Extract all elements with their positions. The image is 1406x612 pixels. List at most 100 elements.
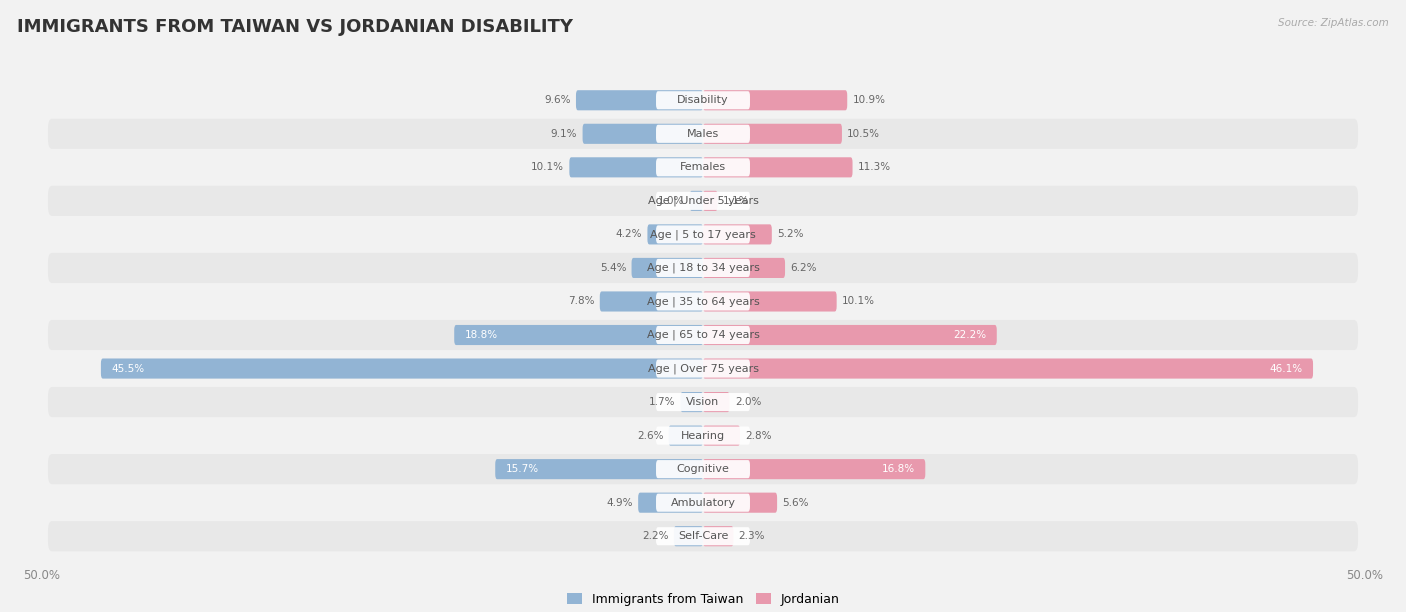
FancyBboxPatch shape: [657, 326, 749, 344]
Text: Cognitive: Cognitive: [676, 464, 730, 474]
Text: 7.8%: 7.8%: [568, 296, 595, 307]
FancyBboxPatch shape: [576, 90, 703, 110]
Legend: Immigrants from Taiwan, Jordanian: Immigrants from Taiwan, Jordanian: [561, 588, 845, 611]
Text: 11.3%: 11.3%: [858, 162, 891, 173]
FancyBboxPatch shape: [638, 493, 703, 513]
FancyBboxPatch shape: [48, 454, 1358, 484]
FancyBboxPatch shape: [48, 119, 1358, 149]
FancyBboxPatch shape: [495, 459, 703, 479]
Text: Vision: Vision: [686, 397, 720, 407]
FancyBboxPatch shape: [657, 460, 749, 478]
Text: 10.9%: 10.9%: [852, 95, 886, 105]
Text: 2.3%: 2.3%: [738, 531, 765, 541]
Text: 5.4%: 5.4%: [600, 263, 626, 273]
FancyBboxPatch shape: [703, 191, 717, 211]
FancyBboxPatch shape: [48, 354, 1358, 384]
FancyBboxPatch shape: [48, 152, 1358, 182]
FancyBboxPatch shape: [48, 186, 1358, 216]
FancyBboxPatch shape: [703, 359, 1313, 379]
FancyBboxPatch shape: [657, 91, 749, 110]
FancyBboxPatch shape: [703, 392, 730, 412]
Text: 15.7%: 15.7%: [506, 464, 538, 474]
FancyBboxPatch shape: [48, 253, 1358, 283]
FancyBboxPatch shape: [657, 159, 749, 176]
Text: 10.5%: 10.5%: [848, 129, 880, 139]
Text: 4.2%: 4.2%: [616, 230, 643, 239]
FancyBboxPatch shape: [703, 258, 785, 278]
Text: Disability: Disability: [678, 95, 728, 105]
FancyBboxPatch shape: [48, 488, 1358, 518]
FancyBboxPatch shape: [647, 225, 703, 244]
FancyBboxPatch shape: [48, 85, 1358, 115]
FancyBboxPatch shape: [703, 325, 997, 345]
FancyBboxPatch shape: [690, 191, 703, 211]
FancyBboxPatch shape: [101, 359, 703, 379]
FancyBboxPatch shape: [657, 192, 749, 210]
FancyBboxPatch shape: [657, 393, 749, 411]
Text: 16.8%: 16.8%: [882, 464, 915, 474]
FancyBboxPatch shape: [582, 124, 703, 144]
Text: Age | 5 to 17 years: Age | 5 to 17 years: [650, 229, 756, 240]
FancyBboxPatch shape: [703, 425, 740, 446]
Text: 1.0%: 1.0%: [658, 196, 685, 206]
Text: 45.5%: 45.5%: [111, 364, 145, 373]
FancyBboxPatch shape: [703, 459, 925, 479]
Text: 18.8%: 18.8%: [465, 330, 498, 340]
FancyBboxPatch shape: [600, 291, 703, 312]
FancyBboxPatch shape: [48, 387, 1358, 417]
Text: Age | 65 to 74 years: Age | 65 to 74 years: [647, 330, 759, 340]
FancyBboxPatch shape: [454, 325, 703, 345]
FancyBboxPatch shape: [48, 420, 1358, 450]
Text: Self-Care: Self-Care: [678, 531, 728, 541]
FancyBboxPatch shape: [631, 258, 703, 278]
FancyBboxPatch shape: [681, 392, 703, 412]
FancyBboxPatch shape: [673, 526, 703, 547]
FancyBboxPatch shape: [703, 90, 848, 110]
Text: Age | Under 5 years: Age | Under 5 years: [648, 196, 758, 206]
Text: 1.7%: 1.7%: [648, 397, 675, 407]
Text: 2.0%: 2.0%: [735, 397, 761, 407]
FancyBboxPatch shape: [657, 225, 749, 244]
FancyBboxPatch shape: [657, 359, 749, 378]
Text: 5.6%: 5.6%: [782, 498, 808, 508]
FancyBboxPatch shape: [703, 225, 772, 244]
FancyBboxPatch shape: [703, 526, 734, 547]
Text: Females: Females: [681, 162, 725, 173]
Text: 9.6%: 9.6%: [544, 95, 571, 105]
Text: Source: ZipAtlas.com: Source: ZipAtlas.com: [1278, 18, 1389, 28]
Text: 22.2%: 22.2%: [953, 330, 986, 340]
Text: 2.6%: 2.6%: [637, 431, 664, 441]
Text: 9.1%: 9.1%: [551, 129, 578, 139]
FancyBboxPatch shape: [703, 157, 852, 177]
Text: 5.2%: 5.2%: [778, 230, 804, 239]
Text: 10.1%: 10.1%: [531, 162, 564, 173]
Text: Hearing: Hearing: [681, 431, 725, 441]
FancyBboxPatch shape: [657, 527, 749, 545]
Text: Age | Over 75 years: Age | Over 75 years: [648, 364, 758, 374]
FancyBboxPatch shape: [48, 286, 1358, 316]
FancyBboxPatch shape: [703, 493, 778, 513]
FancyBboxPatch shape: [703, 124, 842, 144]
Text: 6.2%: 6.2%: [790, 263, 817, 273]
FancyBboxPatch shape: [48, 219, 1358, 250]
FancyBboxPatch shape: [48, 320, 1358, 350]
Text: Ambulatory: Ambulatory: [671, 498, 735, 508]
FancyBboxPatch shape: [657, 427, 749, 445]
Text: 4.9%: 4.9%: [606, 498, 633, 508]
Text: 46.1%: 46.1%: [1270, 364, 1302, 373]
FancyBboxPatch shape: [657, 494, 749, 512]
Text: 1.1%: 1.1%: [723, 196, 749, 206]
FancyBboxPatch shape: [657, 259, 749, 277]
Text: IMMIGRANTS FROM TAIWAN VS JORDANIAN DISABILITY: IMMIGRANTS FROM TAIWAN VS JORDANIAN DISA…: [17, 18, 572, 36]
FancyBboxPatch shape: [48, 521, 1358, 551]
Text: Males: Males: [688, 129, 718, 139]
Text: 2.8%: 2.8%: [745, 431, 772, 441]
FancyBboxPatch shape: [657, 293, 749, 310]
Text: 2.2%: 2.2%: [643, 531, 669, 541]
FancyBboxPatch shape: [669, 425, 703, 446]
Text: Age | 35 to 64 years: Age | 35 to 64 years: [647, 296, 759, 307]
Text: Age | 18 to 34 years: Age | 18 to 34 years: [647, 263, 759, 273]
FancyBboxPatch shape: [657, 125, 749, 143]
Text: 10.1%: 10.1%: [842, 296, 875, 307]
FancyBboxPatch shape: [569, 157, 703, 177]
